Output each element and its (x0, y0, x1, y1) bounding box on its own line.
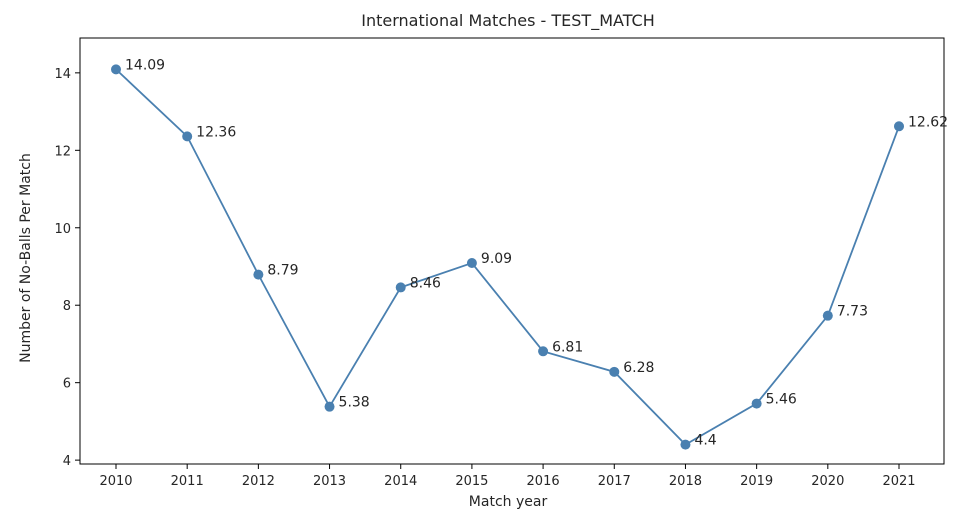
y-tick-label: 10 (54, 222, 71, 237)
data-point (182, 131, 193, 142)
data-point (395, 282, 406, 293)
data-label: 5.46 (766, 392, 797, 408)
y-tick-label: 14 (54, 67, 71, 82)
chart-title: International Matches - TEST_MATCH (361, 11, 655, 31)
x-tick-label: 2021 (882, 474, 915, 489)
x-tick-label: 2015 (455, 474, 488, 489)
data-label: 14.09 (125, 57, 165, 73)
x-tick-label: 2014 (384, 474, 417, 489)
data-label: 8.46 (410, 275, 441, 291)
x-tick-label: 2011 (171, 474, 204, 489)
y-tick-label: 8 (63, 299, 71, 314)
data-label: 6.81 (552, 339, 583, 355)
x-tick-label: 2017 (598, 474, 631, 489)
data-point (538, 346, 549, 357)
x-tick-label: 2019 (740, 474, 773, 489)
data-point (680, 439, 691, 450)
x-tick-label: 2013 (313, 474, 346, 489)
data-label: 4.4 (694, 433, 716, 449)
data-label: 8.79 (267, 263, 298, 279)
x-tick-label: 2018 (669, 474, 702, 489)
x-tick-label: 2010 (99, 474, 132, 489)
data-label: 12.62 (908, 114, 948, 130)
y-tick-label: 6 (63, 377, 71, 392)
data-point (253, 269, 264, 280)
x-tick-label: 2016 (527, 474, 560, 489)
data-label: 9.09 (481, 251, 512, 267)
plot-area: 2010 2011 2012 2013 2014 2015 2016 2017 2018 2019… (54, 37, 948, 489)
y-tick-label: 12 (54, 144, 71, 159)
data-label: 6.28 (623, 360, 654, 376)
data-point (751, 398, 762, 409)
y-tick-label: 4 (63, 454, 71, 469)
x-axis-label: Match year (469, 494, 548, 510)
y-axis-label: Number of No-Balls Per Match (18, 153, 34, 363)
x-tick-label: 2020 (811, 474, 844, 489)
plot-frame (79, 37, 945, 465)
data-point (609, 366, 620, 377)
series-line (115, 68, 900, 446)
x-tick-label: 2012 (242, 474, 275, 489)
data-point (894, 121, 904, 132)
data-point (324, 401, 335, 412)
data-label: 12.36 (196, 124, 236, 140)
data-point (466, 258, 477, 269)
data-point (111, 64, 121, 75)
data-label: 7.73 (837, 304, 868, 320)
data-label: 5.38 (339, 395, 370, 411)
data-point (822, 310, 833, 321)
